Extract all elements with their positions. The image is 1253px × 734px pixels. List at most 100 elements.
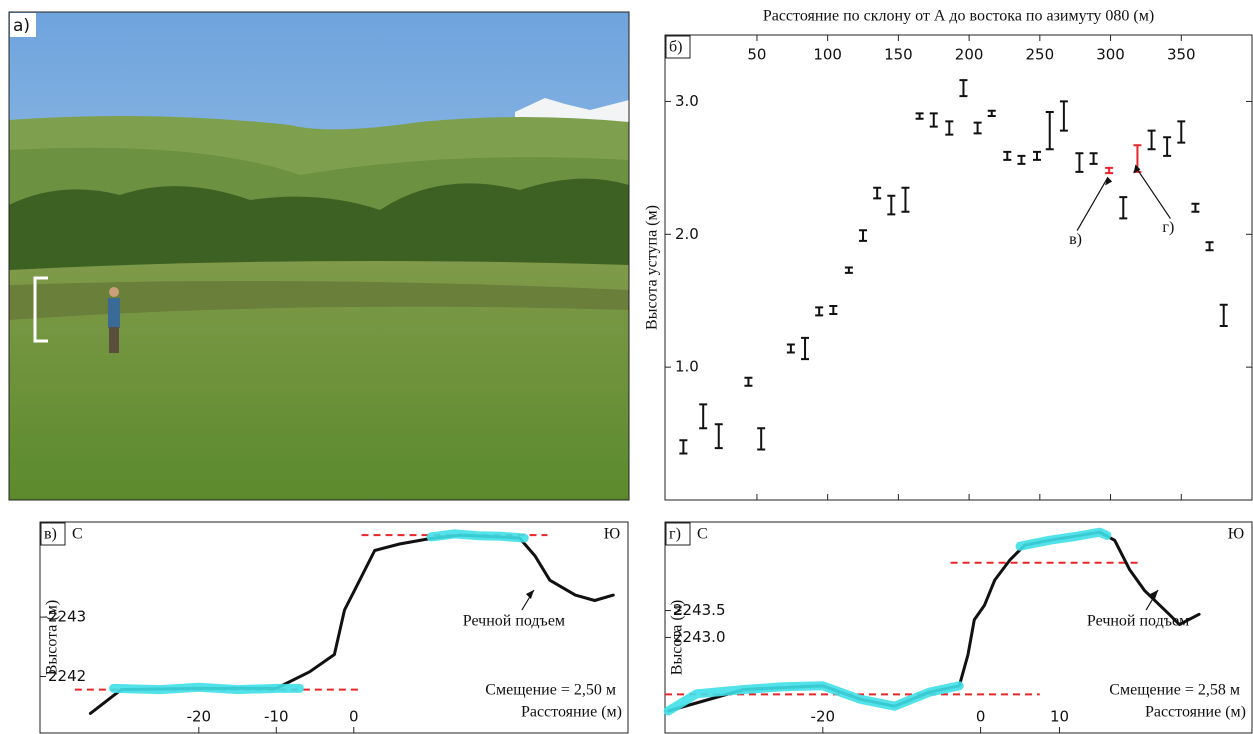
- y-axis-title: Высота (м): [669, 600, 686, 675]
- error-bar: [1033, 150, 1041, 161]
- photo-label: а): [13, 16, 30, 36]
- x-axis-title: Расстояние (м): [521, 704, 622, 721]
- error-bar: [757, 427, 766, 451]
- annotation-arrowhead: [525, 590, 534, 599]
- error-bar: [844, 266, 853, 274]
- error-bar: [829, 305, 838, 315]
- x-tick-label: 350: [1167, 46, 1196, 64]
- x-tick-label: 0: [349, 708, 359, 726]
- error-bar: [1045, 111, 1054, 151]
- panel-label-box: [665, 522, 691, 546]
- y-axis-title: Высота (м): [44, 600, 61, 675]
- annotation-arrowhead: [1150, 590, 1159, 599]
- profile-line: [1015, 527, 1112, 551]
- x-tick-label: 50: [747, 46, 766, 64]
- y-tick-label: 2243.5: [673, 601, 726, 619]
- x-tick-label: 10: [1050, 708, 1069, 726]
- axes-frame: [664, 521, 1253, 734]
- error-bar: [1003, 150, 1012, 161]
- panel-label: в): [44, 526, 57, 543]
- profile-line: [426, 529, 529, 543]
- error-bar: [929, 112, 938, 128]
- photo-trees: [9, 178, 629, 280]
- error-bar: [679, 439, 688, 455]
- annotation: в): [1069, 231, 1082, 248]
- error-bar: [873, 186, 882, 200]
- annotation-arrow: [1076, 178, 1108, 231]
- x-axis-title: Расстояние (м): [1145, 704, 1246, 721]
- photo-person-legs: [109, 327, 119, 353]
- error-bar: [901, 186, 910, 213]
- x-tick-label: -20: [811, 708, 836, 726]
- photo-scarp: [9, 281, 629, 320]
- photo-frame: [8, 11, 630, 501]
- error-bar: [786, 343, 795, 354]
- photo-person: [108, 298, 120, 328]
- error-bar: [915, 112, 924, 120]
- error-bar: [987, 109, 996, 118]
- offset-note: Смещение = 2,50 м: [485, 682, 616, 699]
- error-bar: [1205, 241, 1214, 252]
- axes-frame: [39, 521, 629, 734]
- offset-note: Смещение = 2,58 м: [1109, 682, 1240, 699]
- x-tick-label: -10: [264, 708, 289, 726]
- photo: а): [8, 11, 630, 501]
- y-tick-label: 2243.0: [673, 628, 726, 646]
- photo-person-head: [109, 287, 119, 297]
- error-bar: [714, 423, 723, 450]
- x-tick-label: 300: [1096, 46, 1125, 64]
- error-bar: [1219, 303, 1228, 327]
- panel-label-box: [665, 35, 691, 59]
- error-bar: [1163, 136, 1172, 157]
- photo-grass: [9, 261, 629, 500]
- y-tick-label: 2243: [48, 608, 86, 626]
- y-tick-label: 2242: [48, 667, 86, 685]
- y-tick-label: 2.0: [675, 225, 699, 243]
- error-bar: [1191, 202, 1200, 213]
- side-label: С: [697, 526, 708, 543]
- error-bar: [887, 194, 896, 216]
- side-label: Ю: [604, 526, 620, 543]
- annotation: г): [1162, 219, 1174, 236]
- profile-line: [109, 682, 304, 695]
- error-bar: [945, 120, 954, 136]
- annotation-arrowhead: [1105, 176, 1113, 186]
- error-bar: [815, 306, 824, 317]
- panel-label: б): [669, 39, 682, 56]
- y-tick-label: 1.0: [675, 358, 699, 376]
- profile-line: [663, 681, 964, 716]
- error-bar: [859, 229, 868, 242]
- y-tick-label: 3.0: [675, 92, 699, 110]
- error-bar: [1119, 196, 1128, 220]
- error-bar: [959, 79, 968, 98]
- error-bar: [1089, 152, 1098, 165]
- annotation: Речной подъем: [1087, 613, 1189, 630]
- x-tick-label: 250: [1026, 46, 1055, 64]
- panel-label-box: [40, 522, 66, 546]
- error-bar: [1075, 152, 1084, 173]
- error-bar: [973, 121, 982, 135]
- error-bar: [801, 336, 810, 361]
- y-axis-title: Высота уступа (м): [644, 205, 661, 330]
- x-tick-label: 200: [955, 46, 984, 64]
- error-bar: [1105, 166, 1114, 175]
- x-tick-label: 100: [813, 46, 842, 64]
- error-bar: [1059, 100, 1068, 132]
- axes-frame: [664, 34, 1253, 501]
- x-tick-label: -20: [187, 708, 212, 726]
- x-tick-label: 0: [976, 708, 986, 726]
- panel-label: г): [669, 526, 681, 543]
- x-tick-label: 150: [884, 46, 913, 64]
- annotation-arrow: [1134, 166, 1171, 219]
- error-bar: [699, 403, 708, 430]
- annotation: Речной подъем: [463, 613, 565, 630]
- side-label: С: [72, 526, 83, 543]
- error-bar: [1017, 154, 1026, 165]
- error-bar: [744, 376, 753, 387]
- photo-label-box: [10, 13, 36, 37]
- annotation-arrowhead: [1133, 164, 1141, 174]
- error-bar: [1177, 120, 1186, 144]
- side-label: Ю: [1228, 526, 1244, 543]
- x-axis-title: Расстояние по склону от А до востока по …: [763, 8, 1154, 25]
